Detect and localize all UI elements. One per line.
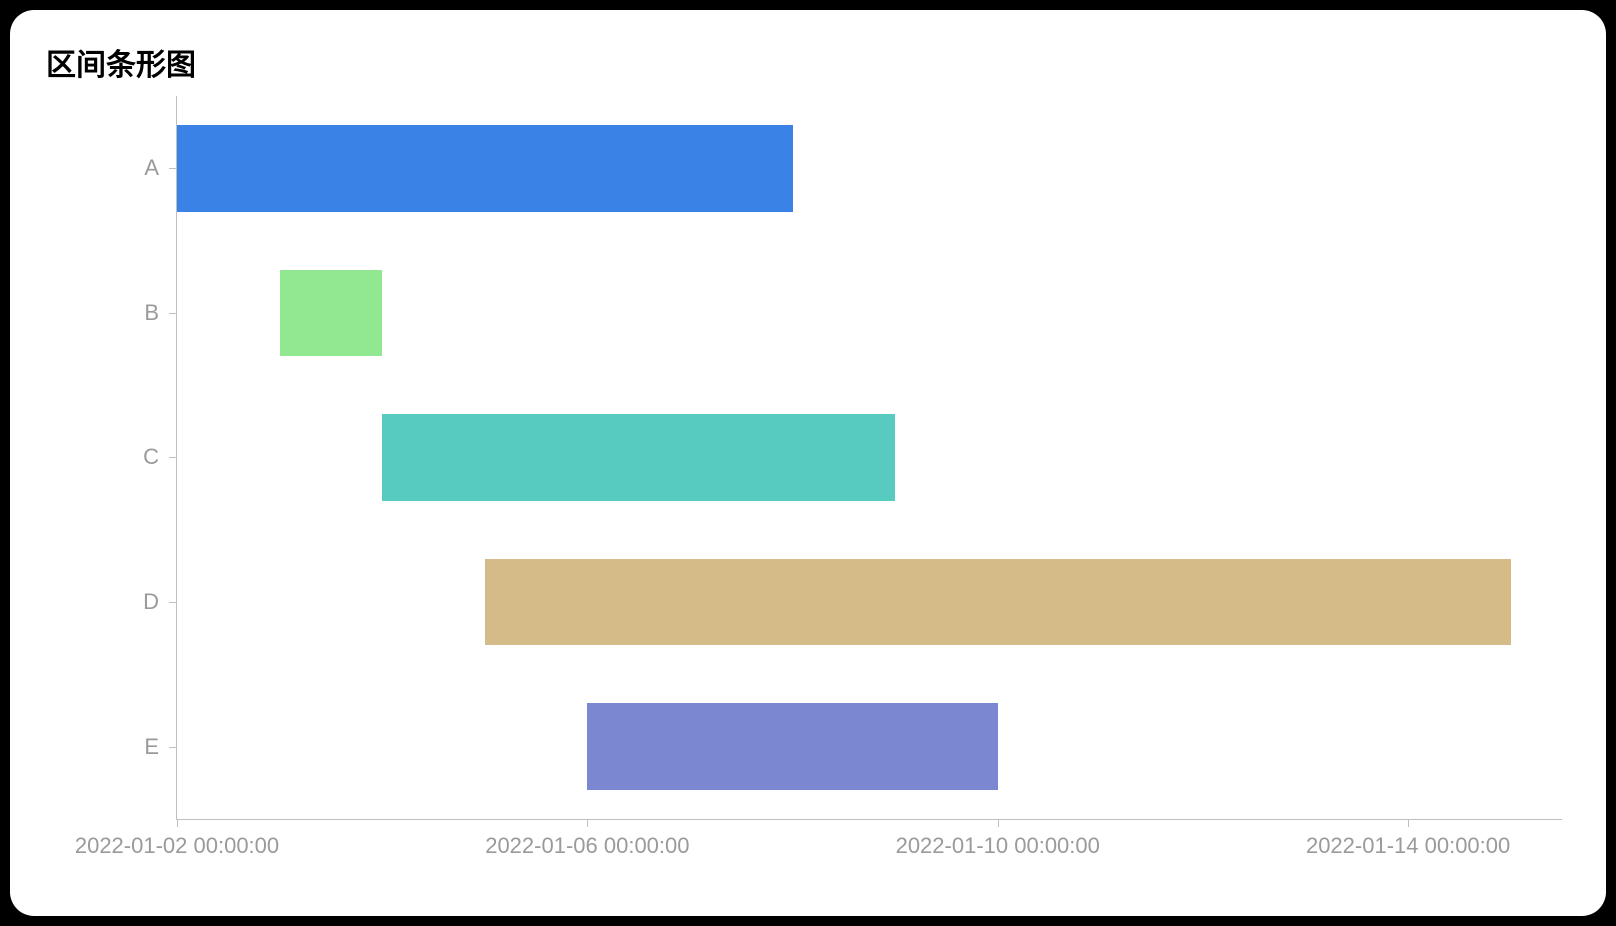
category-row: C: [177, 385, 1562, 530]
range-bar[interactable]: [177, 125, 793, 212]
x-axis-tick: [998, 819, 999, 827]
range-bar[interactable]: [382, 414, 895, 501]
y-axis-label: E: [144, 734, 159, 760]
x-axis-label: 2022-01-10 00:00:00: [896, 833, 1100, 859]
category-row: A: [177, 96, 1562, 241]
y-axis-label: B: [144, 300, 159, 326]
x-axis-tick: [587, 819, 588, 827]
x-axis-label: 2022-01-14 00:00:00: [1306, 833, 1510, 859]
category-row: E: [177, 674, 1562, 819]
chart-card: 区间条形图 ABCDE2022-01-02 00:00:002022-01-06…: [10, 10, 1606, 916]
x-axis-label: 2022-01-02 00:00:00: [75, 833, 279, 859]
x-axis-tick: [177, 819, 178, 827]
plot-area: ABCDE2022-01-02 00:00:002022-01-06 00:00…: [176, 96, 1562, 820]
y-axis-tick: [169, 457, 177, 458]
y-axis-label: C: [143, 444, 159, 470]
chart-title: 区间条形图: [46, 40, 1570, 84]
x-axis-label: 2022-01-06 00:00:00: [485, 833, 689, 859]
y-axis-label: A: [144, 155, 159, 181]
range-bar[interactable]: [485, 559, 1511, 646]
y-axis-tick: [169, 168, 177, 169]
range-bar[interactable]: [280, 270, 383, 357]
y-axis-tick: [169, 313, 177, 314]
y-axis-tick: [169, 747, 177, 748]
x-axis-tick: [1408, 819, 1409, 827]
y-axis-label: D: [143, 589, 159, 615]
y-axis-tick: [169, 602, 177, 603]
category-row: D: [177, 530, 1562, 675]
category-row: B: [177, 241, 1562, 386]
range-bar[interactable]: [587, 703, 997, 790]
chart-area: ABCDE2022-01-02 00:00:002022-01-06 00:00…: [46, 90, 1570, 880]
